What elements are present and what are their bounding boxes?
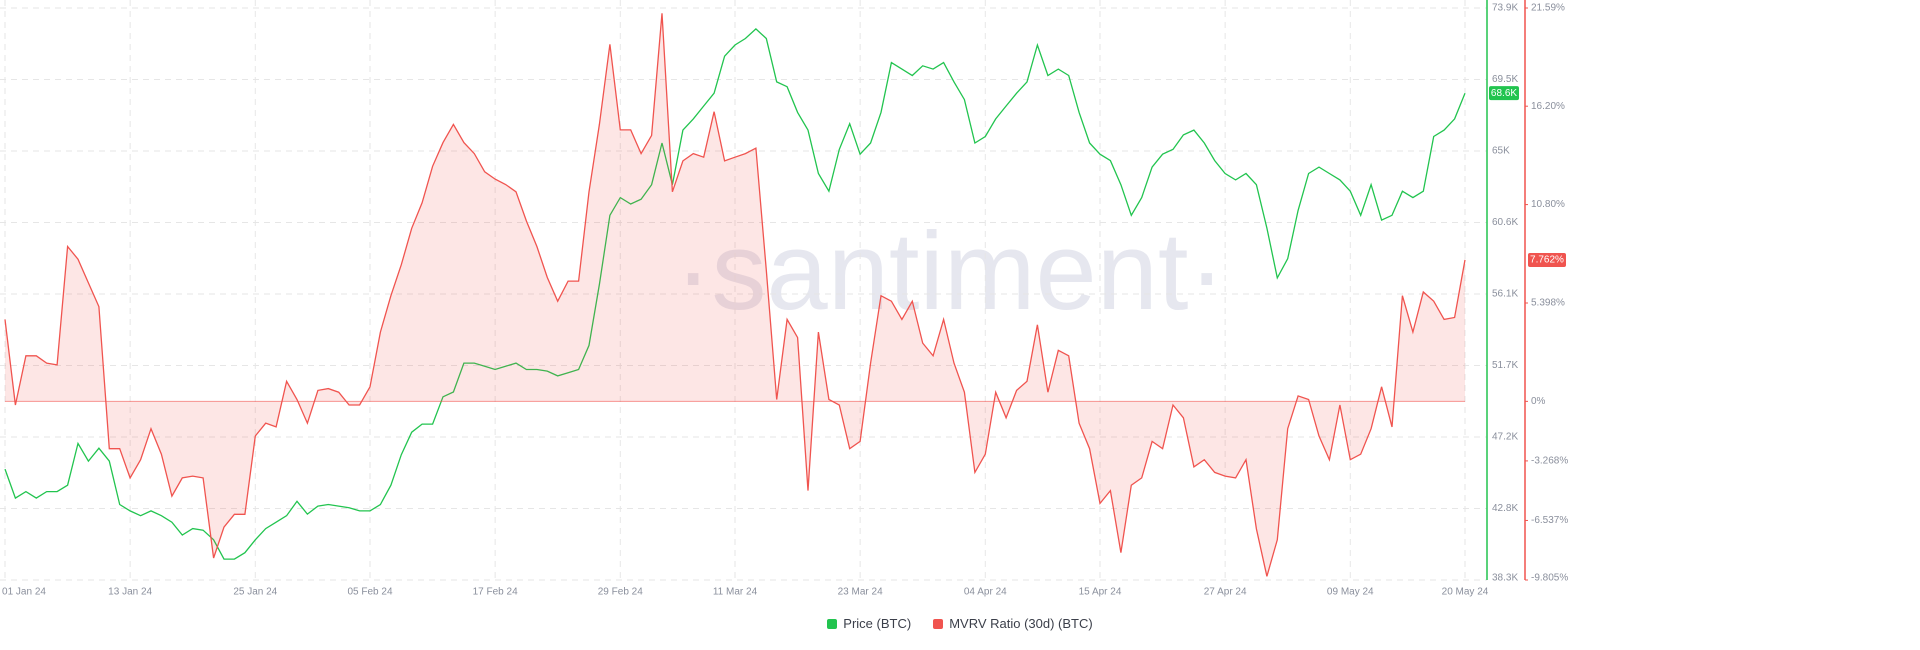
x-tick-label: 13 Jan 24 [108, 587, 152, 598]
y-tick-label: 47.2K [1492, 432, 1518, 443]
y-tick-label: 65K [1492, 146, 1510, 157]
x-tick-label: 04 Apr 24 [964, 587, 1007, 598]
y-tick-label: 69.5K [1492, 74, 1518, 85]
legend-label: MVRV Ratio (30d) (BTC) [949, 616, 1093, 631]
y2-tick-label: 16.20% [1531, 101, 1565, 112]
y2-tick-label: -9.805% [1531, 573, 1568, 584]
series-line [4, 28, 1466, 560]
legend-item[interactable]: MVRV Ratio (30d) (BTC) [933, 616, 1093, 631]
y-tick-label: 60.6K [1492, 217, 1518, 228]
y2-tick-label: 21.59% [1531, 3, 1565, 14]
x-tick-label: 25 Jan 24 [233, 587, 277, 598]
x-tick-label: 01 Jan 24 [2, 587, 46, 598]
y-tick-label: 38.3K [1492, 573, 1518, 584]
chart: ·santiment· 01 Jan 24 13 Jan 24 25 Jan 24 0… [0, 0, 1568, 598]
current-value-badge [1489, 86, 1519, 101]
current-value-label: 7.762% [1530, 255, 1564, 266]
legend-item[interactable]: Price (BTC) [827, 616, 911, 631]
current-value-badge [1528, 252, 1566, 267]
legend-swatch [933, 618, 944, 629]
y2-tick-label: -3.268% [1531, 456, 1568, 467]
x-tick-label: 15 Apr 24 [1079, 587, 1122, 598]
y2-tick-label: 0% [1531, 396, 1546, 407]
x-tick-label: 20 May 24 [1442, 587, 1489, 598]
x-tick-label: 11 Mar 24 [713, 587, 758, 598]
mvrv-area [5, 13, 1465, 577]
x-tick-label: 17 Feb 24 [473, 587, 518, 598]
y-tick-label: 42.8K [1492, 503, 1518, 514]
y-tick-label: 73.9K [1492, 3, 1518, 14]
x-tick-label: 05 Feb 24 [347, 587, 392, 598]
x-tick-label: 29 Feb 24 [598, 587, 643, 598]
current-value-label: 68.6K [1491, 88, 1517, 99]
y2-tick-label: 5.398% [1531, 298, 1565, 309]
legend-swatch [827, 618, 838, 629]
y2-tick-label: -6.537% [1531, 515, 1568, 526]
legend-label: Price (BTC) [843, 616, 912, 631]
legend: Price (BTC) MVRV Ratio (30d) (BTC) [0, 616, 1920, 631]
series-line [4, 13, 1466, 577]
y-tick-label: 56.1K [1492, 289, 1518, 300]
x-tick-label: 09 May 24 [1327, 587, 1374, 598]
x-tick-label: 23 Mar 24 [838, 587, 883, 598]
y-tick-label: 51.7K [1492, 360, 1518, 371]
x-tick-label: 27 Apr 24 [1204, 587, 1247, 598]
y2-tick-label: 10.80% [1531, 199, 1565, 210]
